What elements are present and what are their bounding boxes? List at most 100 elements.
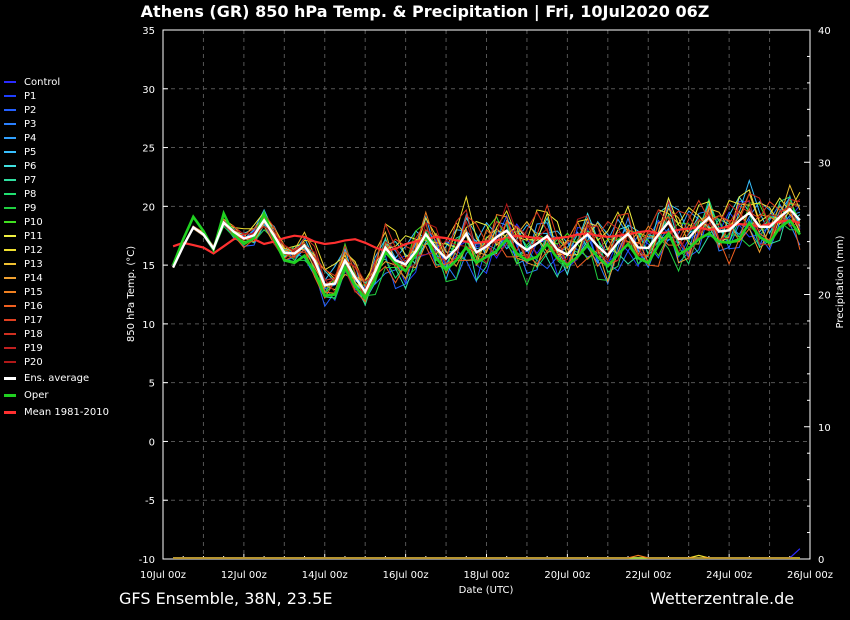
legend-item: P6 <box>4 159 129 173</box>
series-line-p20 <box>172 198 801 294</box>
legend-item: P5 <box>4 145 129 159</box>
legend-swatch <box>4 377 16 380</box>
series-line-p12 <box>172 191 801 288</box>
legend-swatch <box>4 249 16 251</box>
legend-item: P17 <box>4 313 129 327</box>
x-tick-label: 26Jul 00z <box>787 570 833 581</box>
legend-label: P10 <box>24 216 43 228</box>
legend-swatch <box>4 347 16 349</box>
legend-item: P18 <box>4 327 129 341</box>
legend-swatch <box>4 305 16 307</box>
legend-swatch <box>4 411 16 414</box>
legend-label: P5 <box>24 146 37 158</box>
legend-swatch <box>4 179 16 181</box>
legend-label: P14 <box>24 272 43 284</box>
legend-item: P12 <box>4 243 129 257</box>
legend-item: Oper <box>4 388 129 403</box>
legend-label: P2 <box>24 104 37 116</box>
y-tick-label: 20 <box>142 202 155 213</box>
legend-swatch <box>4 333 16 335</box>
legend-item: P7 <box>4 173 129 187</box>
y2-tick-label: 10 <box>818 423 831 434</box>
x-tick-label: 12Jul 00z <box>221 570 267 581</box>
legend-label: P3 <box>24 118 37 130</box>
series-line-oper <box>171 209 801 301</box>
legend-label: P18 <box>24 328 43 340</box>
x-tick-label: 18Jul 00z <box>464 570 510 581</box>
legend-item: P19 <box>4 341 129 355</box>
legend-swatch <box>4 291 16 293</box>
series-layer <box>171 178 801 308</box>
legend-swatch <box>4 394 16 397</box>
legend-item: P13 <box>4 257 129 271</box>
y2-tick-label: 30 <box>818 158 831 169</box>
axes: -10 -5 0 5 10 15 20 25 30 35 0 10 20 30 40 10Jul 00z 12J… <box>139 26 833 581</box>
legend-item: Control <box>4 75 129 89</box>
y-tick-label: -10 <box>139 555 155 566</box>
y2-axis-label: Precipitation (mm) <box>835 235 846 328</box>
legend-item: P10 <box>4 215 129 229</box>
legend-label: Ens. average <box>24 373 90 384</box>
x-tick-label: 20Jul 00z <box>544 570 590 581</box>
legend-swatch <box>4 95 16 97</box>
x-tick-label: 22Jul 00z <box>625 570 671 581</box>
legend-label: P15 <box>24 286 43 298</box>
model-info: GFS Ensemble, 38N, 23.5E <box>119 589 333 608</box>
legend-swatch <box>4 81 16 83</box>
y-tick-label: 0 <box>149 437 155 448</box>
legend-label: P12 <box>24 244 43 256</box>
x-tick-label: 14Jul 00z <box>302 570 348 581</box>
legend-label: Control <box>24 76 61 88</box>
legend-swatch <box>4 235 16 237</box>
legend-item: P4 <box>4 131 129 145</box>
y-axis-label: 850 hPa Temp. (°C) <box>126 246 137 342</box>
legend-swatch <box>4 165 16 167</box>
chart-legend: Control P1 P2 P3 P4 P5 P6 P7 P8 P9 P10 P11 P12 P13 P14… <box>4 75 129 420</box>
legend-label: P8 <box>24 188 37 200</box>
y-tick-label: 25 <box>142 144 155 155</box>
legend-item: P16 <box>4 299 129 313</box>
legend-label: P1 <box>24 90 37 102</box>
precipitation-layer <box>173 548 801 559</box>
legend-label: Oper <box>24 390 49 401</box>
y-tick-label: 15 <box>142 261 155 272</box>
legend-label: P19 <box>24 342 43 354</box>
y-tick-label: 10 <box>142 320 155 331</box>
precip-line-p15 <box>173 554 800 559</box>
y2-tick-label: 40 <box>818 26 831 37</box>
legend-swatch <box>4 277 16 279</box>
legend-item: P9 <box>4 201 129 215</box>
legend-label: P13 <box>24 258 43 270</box>
grid-lines <box>163 30 810 559</box>
legend-swatch <box>4 137 16 139</box>
legend-label: P7 <box>24 174 37 186</box>
legend-item: Mean 1981-2010 <box>4 405 129 420</box>
site-name: Wetterzentrale.de <box>650 589 795 608</box>
y-tick-label: -5 <box>145 496 155 507</box>
legend-label: Mean 1981-2010 <box>24 407 109 418</box>
legend-swatch <box>4 263 16 265</box>
legend-label: P16 <box>24 300 43 312</box>
x-tick-label: 24Jul 00z <box>706 570 752 581</box>
legend-swatch <box>4 221 16 223</box>
chart-title: Athens (GR) 850 hPa Temp. & Precipitatio… <box>141 2 710 22</box>
legend-item: P8 <box>4 187 129 201</box>
legend-item: P11 <box>4 229 129 243</box>
legend-label: P6 <box>24 160 37 172</box>
y2-tick-label: 20 <box>818 291 831 302</box>
legend-label: P17 <box>24 314 43 326</box>
legend-label: P11 <box>24 230 43 242</box>
legend-item: P2 <box>4 103 129 117</box>
y-tick-label: 35 <box>142 26 155 37</box>
legend-label: P4 <box>24 132 37 144</box>
legend-label: P9 <box>24 202 37 214</box>
legend-item: P1 <box>4 89 129 103</box>
x-axis-label: Date (UTC) <box>459 585 514 596</box>
y2-tick-label: 0 <box>818 555 824 566</box>
legend-swatch <box>4 207 16 209</box>
legend-swatch <box>4 123 16 125</box>
legend-item: P20 <box>4 355 129 369</box>
legend-swatch <box>4 109 16 111</box>
legend-item: P14 <box>4 271 129 285</box>
